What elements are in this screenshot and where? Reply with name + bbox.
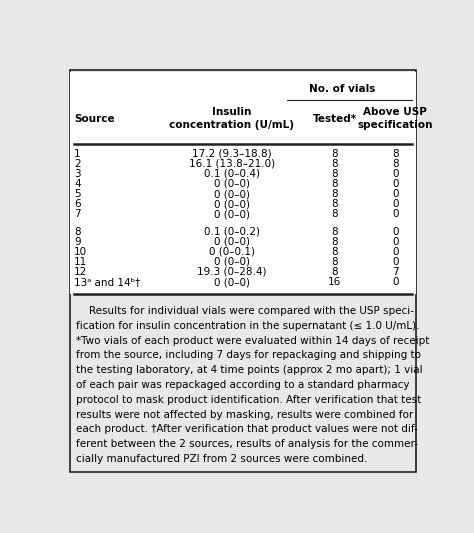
Text: 0: 0 (392, 209, 399, 220)
Text: *Two vials of each product were evaluated within 14 days of receipt: *Two vials of each product were evaluate… (76, 336, 429, 346)
Text: 5: 5 (74, 189, 81, 199)
Text: 9: 9 (74, 237, 81, 247)
Text: 19.3 (0–28.4): 19.3 (0–28.4) (197, 267, 267, 277)
Text: 6: 6 (74, 199, 81, 209)
Text: 7: 7 (392, 267, 399, 277)
Text: 1: 1 (74, 149, 81, 159)
Text: 0: 0 (392, 179, 399, 189)
Text: 8: 8 (331, 237, 338, 247)
Text: 0: 0 (392, 247, 399, 257)
Text: 0 (0–0): 0 (0–0) (214, 237, 250, 247)
Text: 3: 3 (74, 169, 81, 179)
Text: 0 (0–0): 0 (0–0) (214, 179, 250, 189)
Text: 7: 7 (74, 209, 81, 220)
Text: cially manufactured PZI from 2 sources were combined.: cially manufactured PZI from 2 sources w… (76, 454, 367, 464)
Text: 2: 2 (74, 159, 81, 169)
Text: results were not affected by masking, results were combined for: results were not affected by masking, re… (76, 409, 413, 419)
Text: 8: 8 (331, 247, 338, 257)
Text: 8: 8 (331, 189, 338, 199)
Text: 0.1 (0–0.4): 0.1 (0–0.4) (204, 169, 260, 179)
Text: 0 (0–0): 0 (0–0) (214, 199, 250, 209)
Text: 8: 8 (331, 179, 338, 189)
Text: 0 (0–0): 0 (0–0) (214, 257, 250, 267)
Text: each product. †After verification that product values were not dif-: each product. †After verification that p… (76, 424, 418, 434)
Text: the testing laboratory, at 4 time points (approx 2 mo apart); 1 vial: the testing laboratory, at 4 time points… (76, 365, 422, 375)
Text: 0 (0–0): 0 (0–0) (214, 209, 250, 220)
Text: 16.1 (13.8–21.0): 16.1 (13.8–21.0) (189, 159, 275, 169)
Text: 12: 12 (74, 267, 87, 277)
Text: 8: 8 (331, 227, 338, 237)
Text: 10: 10 (74, 247, 87, 257)
Text: 8: 8 (392, 149, 399, 159)
Text: ferent between the 2 sources, results of analysis for the commer-: ferent between the 2 sources, results of… (76, 439, 418, 449)
Text: 0 (0–0): 0 (0–0) (214, 277, 250, 287)
Text: 0: 0 (392, 199, 399, 209)
Text: 0: 0 (392, 277, 399, 287)
Text: 0 (0–0.1): 0 (0–0.1) (209, 247, 255, 257)
Text: 0: 0 (392, 237, 399, 247)
Text: 0: 0 (392, 257, 399, 267)
Text: from the source, including 7 days for repackaging and shipping to: from the source, including 7 days for re… (76, 350, 421, 360)
Text: No. of vials: No. of vials (309, 84, 375, 94)
Text: 8: 8 (331, 199, 338, 209)
Text: protocol to mask product identification. After verification that test: protocol to mask product identification.… (76, 395, 421, 405)
Text: 8: 8 (392, 159, 399, 169)
Text: 4: 4 (74, 179, 81, 189)
Text: Insulin
concentration (U/mL): Insulin concentration (U/mL) (169, 107, 294, 130)
Text: 0: 0 (392, 169, 399, 179)
Text: 11: 11 (74, 257, 87, 267)
Text: 17.2 (9.3–18.8): 17.2 (9.3–18.8) (192, 149, 272, 159)
Text: 13ᵃ and 14ᵇ†: 13ᵃ and 14ᵇ† (74, 277, 140, 287)
Text: fication for insulin concentration in the supernatant (≤ 1.0 U/mL).: fication for insulin concentration in th… (76, 321, 419, 331)
Text: Results for individual vials were compared with the USP speci-: Results for individual vials were compar… (76, 306, 414, 316)
Text: 8: 8 (331, 169, 338, 179)
Text: Above USP
specification: Above USP specification (357, 107, 433, 130)
Text: Tested*: Tested* (313, 114, 357, 124)
Text: 0: 0 (392, 227, 399, 237)
Text: 8: 8 (331, 257, 338, 267)
Text: Source: Source (74, 114, 115, 124)
FancyBboxPatch shape (70, 72, 416, 294)
FancyBboxPatch shape (70, 70, 416, 472)
Text: 8: 8 (331, 159, 338, 169)
Text: 0 (0–0): 0 (0–0) (214, 189, 250, 199)
Text: 0.1 (0–0.2): 0.1 (0–0.2) (204, 227, 260, 237)
Text: 0: 0 (392, 189, 399, 199)
Text: 16: 16 (328, 277, 341, 287)
Text: of each pair was repackaged according to a standard pharmacy: of each pair was repackaged according to… (76, 380, 409, 390)
Text: 8: 8 (331, 267, 338, 277)
Text: 8: 8 (331, 209, 338, 220)
Text: 8: 8 (331, 149, 338, 159)
Text: 8: 8 (74, 227, 81, 237)
